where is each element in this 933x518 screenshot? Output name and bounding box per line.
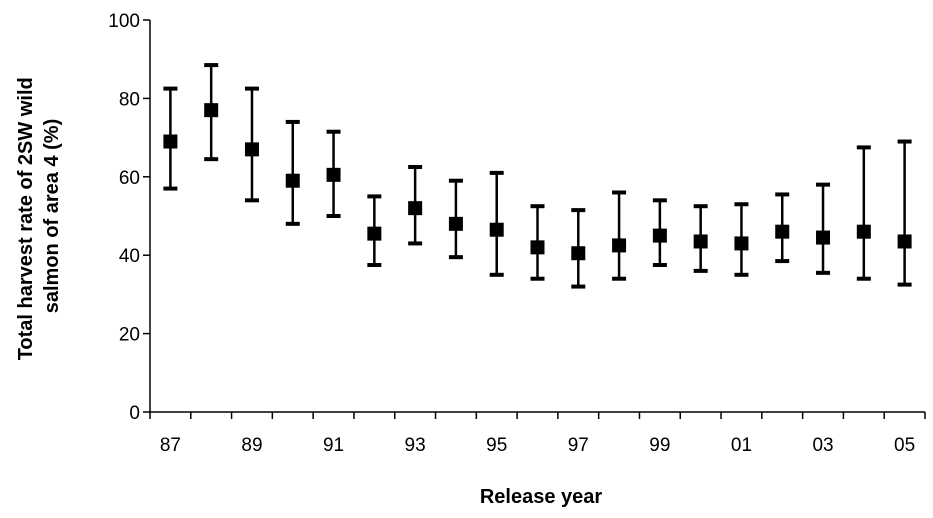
x-tick-label: 91 — [323, 435, 344, 456]
y-tick-label: 80 — [119, 89, 140, 110]
data-point — [530, 240, 545, 255]
data-point — [367, 226, 382, 241]
data-points — [163, 103, 912, 261]
y-tick-label: 40 — [119, 246, 140, 267]
data-point — [652, 228, 667, 243]
y-ticks: 0 20 40 60 80 100 — [108, 11, 150, 424]
x-tick-label: 03 — [812, 435, 833, 456]
x-tick-label: 01 — [731, 435, 752, 456]
y-tick-label: 20 — [119, 325, 140, 346]
data-point — [326, 167, 341, 182]
x-axis-title: Release year — [480, 486, 603, 508]
y-axis-title-line-1: Total harvest rate of 2SW wild — [15, 77, 37, 360]
data-point — [163, 134, 178, 149]
data-point — [204, 103, 219, 118]
x-tick-label: 95 — [486, 435, 507, 456]
data-point — [285, 173, 300, 188]
x-tick-label: 89 — [241, 435, 262, 456]
data-point — [897, 234, 912, 249]
error-bars — [163, 63, 912, 289]
x-tick-label: 93 — [405, 435, 426, 456]
data-point — [571, 246, 586, 261]
x-ticks: 87 89 91 93 95 97 99 01 03 05 — [149, 412, 926, 456]
y-tick-label: 60 — [119, 168, 140, 189]
data-point — [612, 238, 627, 253]
data-point — [734, 236, 749, 251]
data-point — [408, 201, 423, 216]
y-axis-title: Total harvest rate of 2SW wild salmon of… — [15, 72, 63, 361]
y-tick-label: 0 — [129, 403, 140, 424]
y-tick-label: 100 — [108, 11, 140, 32]
data-point — [244, 142, 259, 157]
x-tick-label: 97 — [568, 435, 589, 456]
data-point — [693, 234, 708, 249]
x-tick-label: 99 — [649, 435, 670, 456]
data-point — [816, 230, 831, 245]
y-axis-title-line-2: salmon of area 4 (%) — [41, 119, 63, 314]
data-point — [448, 216, 463, 231]
x-tick-label: 05 — [894, 435, 915, 456]
data-point — [775, 224, 790, 239]
x-tick-label: 87 — [160, 435, 181, 456]
data-point — [856, 224, 871, 239]
data-point — [489, 222, 504, 237]
